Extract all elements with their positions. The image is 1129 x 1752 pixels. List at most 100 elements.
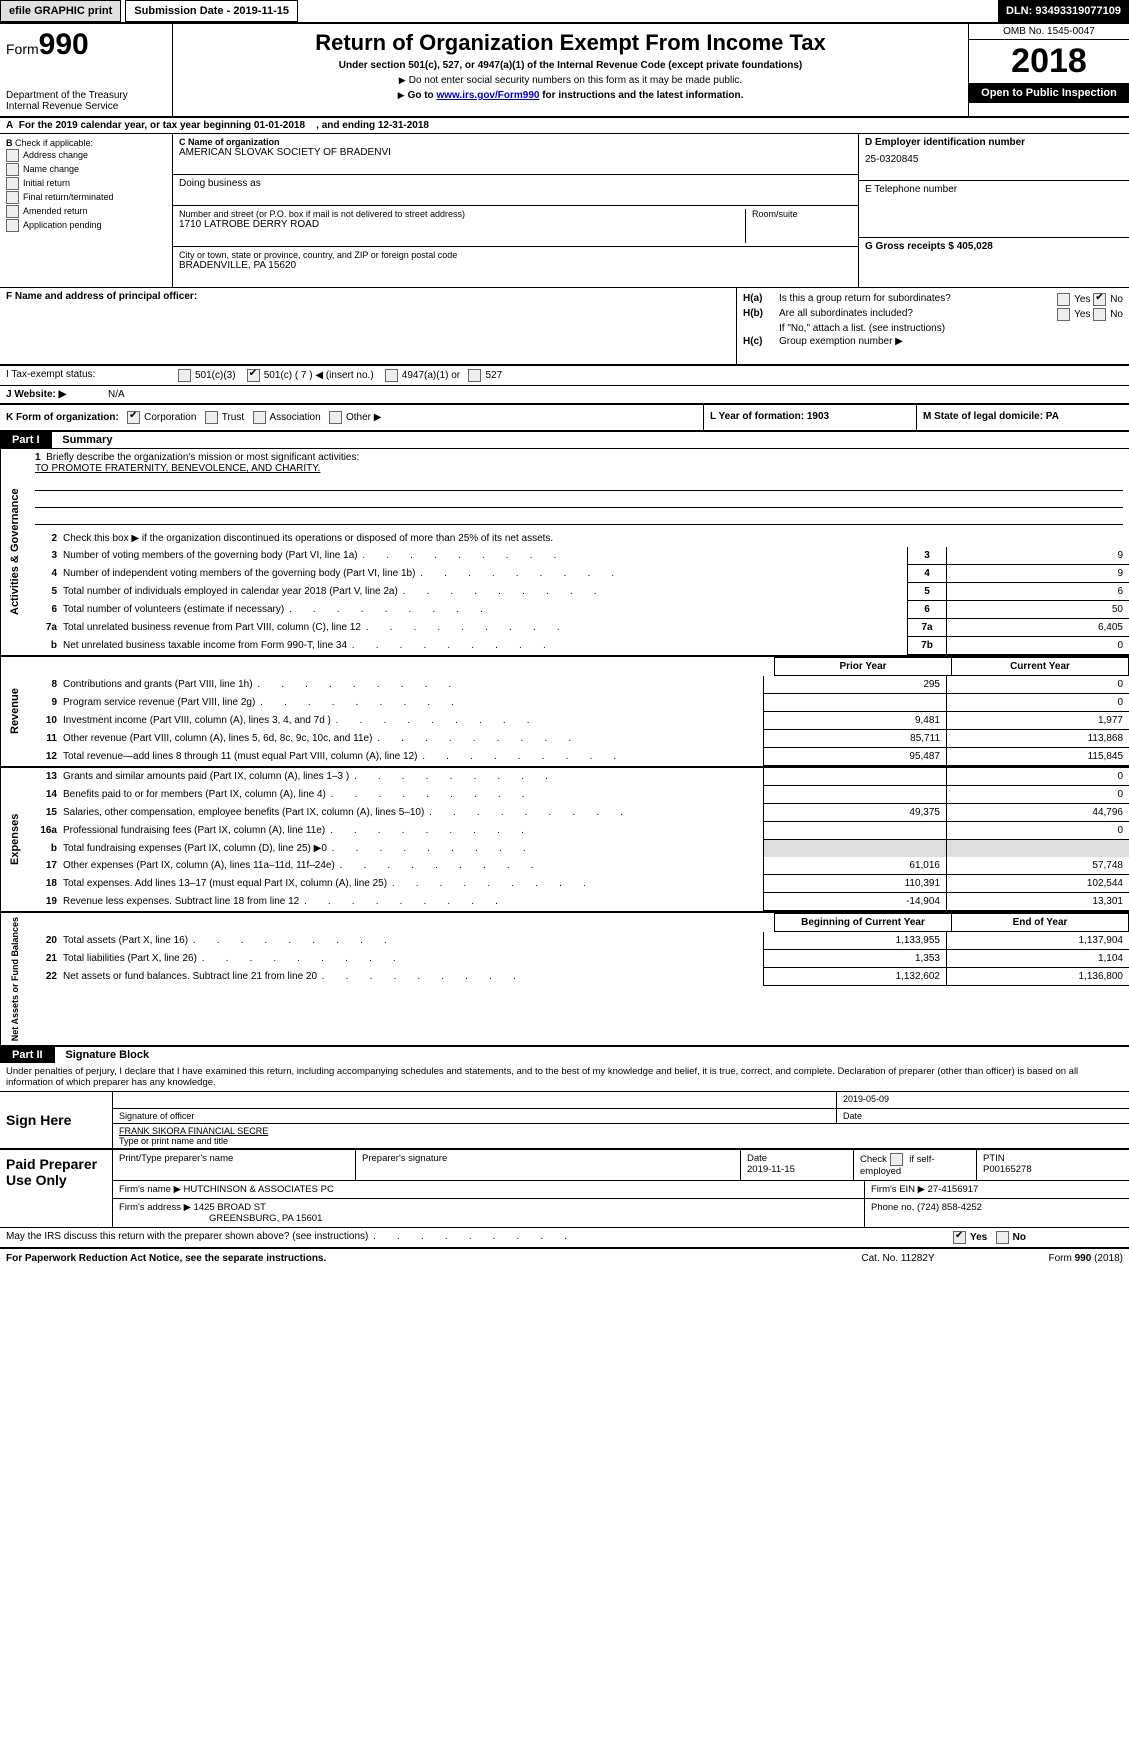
chk-discuss-yes[interactable]	[953, 1231, 966, 1244]
prior-val: 61,016	[763, 857, 946, 875]
may-discuss-text: May the IRS discuss this return with the…	[6, 1231, 953, 1244]
chk-amended[interactable]	[6, 205, 19, 218]
curr-val: 113,868	[946, 730, 1129, 748]
line-num: 8	[29, 676, 59, 694]
curr-val: 0	[946, 694, 1129, 712]
side-expenses: Expenses	[0, 768, 29, 911]
chk-corp[interactable]	[127, 411, 140, 424]
line-num: 18	[29, 875, 59, 893]
col-b-header: B Check if applicable:	[6, 138, 166, 148]
firm-ein: Firm's EIN ▶ 27-4156917	[865, 1181, 1129, 1198]
curr-val: 1,137,904	[946, 932, 1129, 950]
prior-val: 49,375	[763, 804, 946, 822]
chk-h-a-no[interactable]	[1093, 293, 1106, 306]
chk-527[interactable]	[468, 369, 481, 382]
curr-val: 0	[946, 768, 1129, 786]
prep-date: Date 2019-11-15	[741, 1150, 854, 1180]
line-num: b	[29, 840, 59, 857]
firm-name: Firm's name ▶ HUTCHINSON & ASSOCIATES PC	[113, 1181, 865, 1198]
line-num: 3	[29, 547, 59, 565]
curr-val: 1,136,800	[946, 968, 1129, 986]
chk-initial-return[interactable]	[6, 177, 19, 190]
part1-header: Part I	[0, 432, 52, 448]
prep-self-emp: Check if self-employed	[854, 1150, 977, 1180]
line-num: 15	[29, 804, 59, 822]
line-text: Total liabilities (Part X, line 26)	[59, 950, 763, 968]
line-num: 7a	[29, 619, 59, 637]
line-text: Net unrelated business taxable income fr…	[59, 637, 907, 655]
line-text: Total unrelated business revenue from Pa…	[59, 619, 907, 637]
chk-name-change[interactable]	[6, 163, 19, 176]
row-a-tax-year: A For the 2019 calendar year, or tax yea…	[0, 118, 1129, 134]
line-box: 6	[907, 601, 946, 619]
col-b-checkboxes: Address change Name change Initial retur…	[6, 149, 166, 232]
line-num: 12	[29, 748, 59, 766]
line-text: Number of independent voting members of …	[59, 565, 907, 583]
side-revenue: Revenue	[0, 657, 29, 766]
prior-val	[763, 786, 946, 804]
principal-officer: F Name and address of principal officer:	[0, 288, 737, 364]
hdr-end-year: End of Year	[951, 913, 1129, 932]
org-name: AMERICAN SLOVAK SOCIETY OF BRADENVI	[179, 147, 852, 158]
irs-link[interactable]: www.irs.gov/Form990	[436, 90, 539, 101]
line-text: Revenue less expenses. Subtract line 18 …	[59, 893, 763, 911]
chk-501c3[interactable]	[178, 369, 191, 382]
chk-self-employed[interactable]	[890, 1153, 903, 1166]
chk-discuss-no[interactable]	[996, 1231, 1009, 1244]
chk-address-change[interactable]	[6, 149, 19, 162]
chk-h-a-yes[interactable]	[1057, 293, 1070, 306]
chk-final-return[interactable]	[6, 191, 19, 204]
mission-text: TO PROMOTE FRATERNITY, BENEVOLENCE, AND …	[35, 463, 1123, 474]
dept-treasury: Department of the Treasury	[6, 90, 166, 101]
prior-val: 1,132,602	[763, 968, 946, 986]
chk-pending[interactable]	[6, 219, 19, 232]
chk-501c[interactable]	[247, 369, 260, 382]
efile-button[interactable]: efile GRAPHIC print	[0, 0, 121, 22]
sig-officer-label: Signature of officer	[113, 1109, 837, 1124]
prior-val	[763, 822, 946, 840]
line-text: Total assets (Part X, line 16)	[59, 932, 763, 950]
prior-val: 1,353	[763, 950, 946, 968]
line-text: Contributions and grants (Part VIII, lin…	[59, 676, 763, 694]
org-name-label: C Name of organization	[179, 137, 852, 147]
line-text: Total fundraising expenses (Part IX, col…	[59, 840, 763, 857]
curr-val: 102,544	[946, 875, 1129, 893]
prior-val: 1,133,955	[763, 932, 946, 950]
street-value: 1710 LATROBE DERRY ROAD	[179, 219, 745, 230]
omb-number: OMB No. 1545-0047	[969, 24, 1129, 40]
line-box: 5	[907, 583, 946, 601]
ein-value: 25-0320845	[865, 154, 1123, 165]
line-box: 7a	[907, 619, 946, 637]
line-num: 20	[29, 932, 59, 950]
line-num: 14	[29, 786, 59, 804]
chk-h-b-yes[interactable]	[1057, 308, 1070, 321]
prior-val: -14,904	[763, 893, 946, 911]
line-val: 6	[946, 583, 1129, 601]
line-num: 4	[29, 565, 59, 583]
chk-assoc[interactable]	[253, 411, 266, 424]
line-text: Number of voting members of the governin…	[59, 547, 907, 565]
prior-val: 295	[763, 676, 946, 694]
prior-val: 85,711	[763, 730, 946, 748]
part2-header: Part II	[0, 1047, 55, 1063]
street-label: Number and street (or P.O. box if mail i…	[179, 209, 745, 219]
hdr-current-year: Current Year	[951, 657, 1129, 676]
line-text: Benefits paid to or for members (Part IX…	[59, 786, 763, 804]
line2-text: Check this box ▶ if the organization dis…	[59, 530, 1129, 547]
cat-no: Cat. No. 11282Y	[823, 1253, 973, 1264]
chk-h-b-no[interactable]	[1093, 308, 1106, 321]
chk-4947[interactable]	[385, 369, 398, 382]
sign-here-label: Sign Here	[0, 1092, 113, 1148]
form-note-2: Go to www.irs.gov/Form990 for instructio…	[179, 90, 962, 101]
prep-sig-hdr: Preparer's signature	[356, 1150, 741, 1180]
chk-trust[interactable]	[205, 411, 218, 424]
paid-preparer-label: Paid Preparer Use Only	[0, 1150, 113, 1227]
chk-other[interactable]	[329, 411, 342, 424]
line-text: Total revenue—add lines 8 through 11 (mu…	[59, 748, 763, 766]
line-text: Total number of volunteers (estimate if …	[59, 601, 907, 619]
prior-val: 9,481	[763, 712, 946, 730]
sign-date: 2019-05-09	[837, 1092, 1129, 1109]
curr-val: 1,977	[946, 712, 1129, 730]
curr-val: 0	[946, 822, 1129, 840]
form-number: Form990	[6, 28, 166, 62]
